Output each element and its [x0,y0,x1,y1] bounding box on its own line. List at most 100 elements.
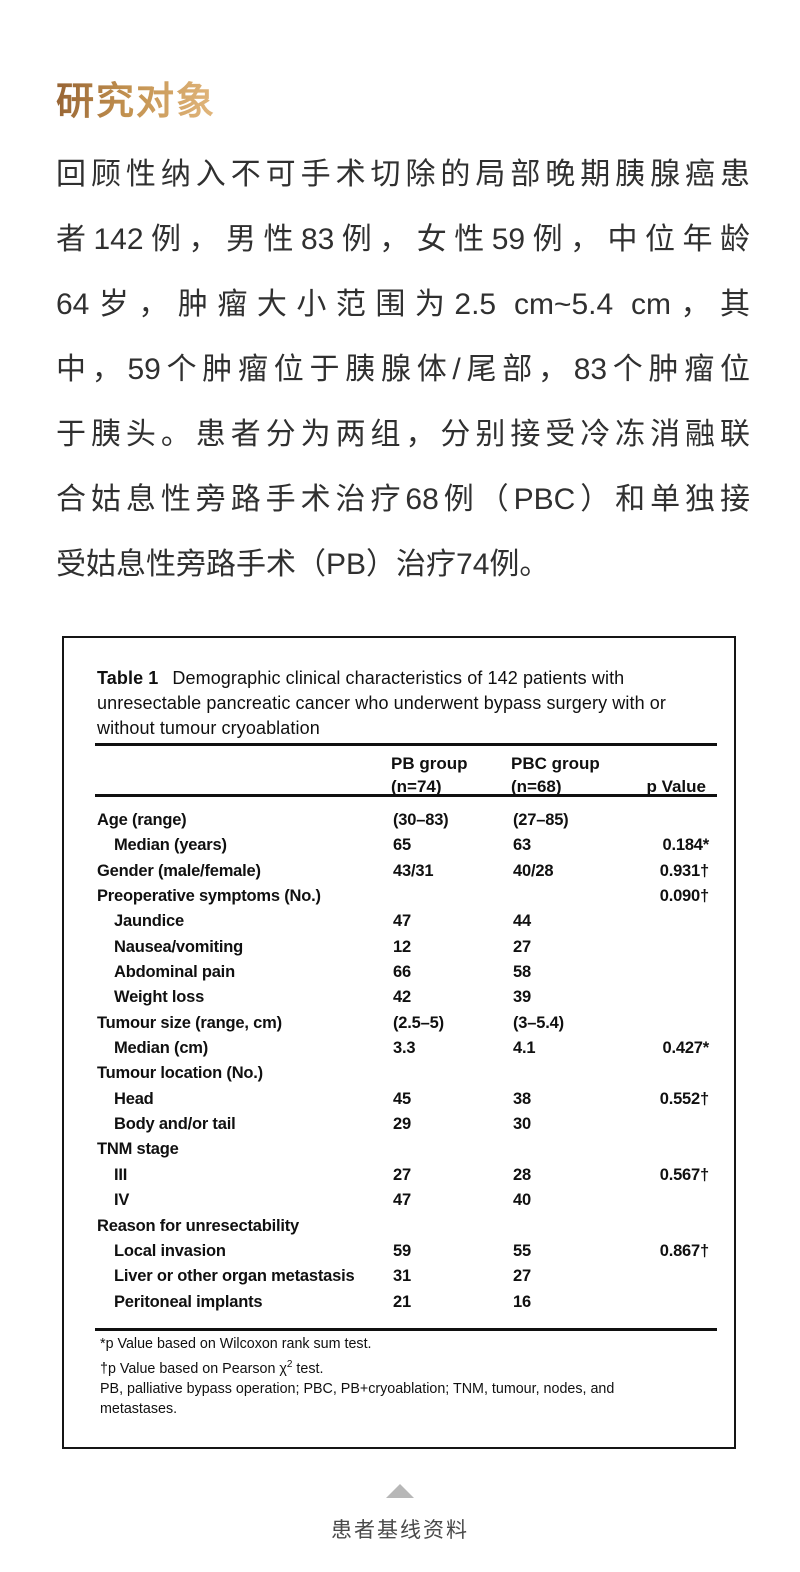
table-top-rule [95,743,717,746]
pbc-value: 44 [513,912,531,931]
p-value: 0.552† [659,1089,709,1108]
p-value: 0.567† [659,1165,709,1184]
table-row: IV 47 40 [97,1188,709,1213]
pb-value: 66 [393,963,411,982]
pbc-value: 27 [513,1267,531,1286]
row-label: Tumour size (range, cm) [97,1013,282,1032]
pbc-value: 30 [513,1115,531,1134]
p-value: 0.867† [659,1241,709,1260]
table-row: Jaundice 47 44 [97,909,709,934]
table-body: Age (range) (30–83) (27–85) Median (year… [97,808,709,1315]
pbc-value: 55 [513,1241,531,1260]
chi-squared-exponent: 2 [286,1358,293,1370]
pbc-value: 63 [513,836,531,855]
row-label: III [114,1165,128,1184]
pb-value [393,1061,513,1086]
table-bottom-rule [95,1328,717,1331]
row-label: Jaundice [114,912,184,931]
pb-value [393,884,513,909]
pb-value: 21 [393,1292,411,1311]
section-collapse-label[interactable]: 患者基线资料 [331,1519,469,1542]
pbc-value: 16 [513,1292,531,1311]
pb-value: 45 [393,1089,411,1108]
p-value [647,985,709,1010]
table-row: Liver or other organ metastasis 31 27 [97,1264,709,1289]
table-caption-text: Demographic clinical characteristics of … [172,668,625,688]
pb-value: (30–83) [393,811,449,829]
pbc-value: 27 [513,937,531,956]
footnote-abbreviations-cont: metastases. [100,1401,178,1418]
pb-value: (2.5–5) [393,1013,444,1032]
footnote-pearson-prefix: †p Value based on Pearson χ [100,1360,287,1377]
pbc-value: 58 [513,963,531,982]
row-label: Peritoneal implants [114,1292,263,1311]
p-value [647,1188,709,1213]
pb-value: 47 [393,1191,411,1210]
table-row: Median (years) 65 63 0.184* [97,833,709,858]
pbc-value: 39 [513,988,531,1007]
pb-value: 43/31 [393,861,434,880]
section-collapse-control[interactable]: 患者基线资料 [0,1484,800,1544]
table-caption-line: without tumour cryoablation [97,718,320,738]
column-header-pbc-line2: (n=68) [511,777,562,796]
row-label: Age (range) [97,811,187,829]
table-row: Abdominal pain 66 58 [97,960,709,985]
row-label: Reason for unresectability [97,1216,300,1235]
pbc-value [513,1061,647,1086]
section-title: 研究对象 [56,70,216,125]
p-value [647,1061,709,1086]
pb-value: 29 [393,1115,411,1134]
p-value: 0.184* [662,836,709,855]
p-value: 0.931† [659,861,709,880]
intro-paragraph: 回顾性纳入不可手术切除的局部晚期胰腺癌患 者142例，男性83例，女性59例，中… [56,142,750,597]
column-header-pb-line1: PB group [391,754,468,773]
paragraph-line: 者142例，男性83例，女性59例，中位年龄 [56,223,750,256]
table-footnotes: *p Value based on Wilcoxon rank sum test… [100,1334,614,1420]
pbc-value: 38 [513,1089,531,1108]
pb-value: 27 [393,1165,411,1184]
row-label: Preoperative symptoms (No.) [97,887,321,906]
row-label: Median (years) [114,836,227,855]
pbc-value [513,1137,647,1162]
pb-value: 65 [393,836,411,855]
table-number-label: Table 1 [97,668,159,688]
table-row: Reason for unresectability [97,1214,709,1239]
p-value [647,1112,709,1137]
table-caption-line: Table 1 Demographic clinical characterist… [97,666,666,691]
p-value: 0.427* [662,1039,709,1058]
table-row: Peritoneal implants 21 16 [97,1290,709,1315]
table-row: Median (cm) 3.3 4.1 0.427* [97,1036,709,1061]
row-label: Liver or other organ metastasis [114,1267,355,1286]
paragraph-line: 回顾性纳入不可手术切除的局部晚期胰腺癌患 [56,158,750,191]
p-value [647,1214,709,1239]
pb-value: 12 [393,937,411,956]
pbc-value: (3–5.4) [513,1013,564,1032]
pb-value: 59 [393,1241,411,1260]
journal-table-figure: Table 1 Demographic clinical characterist… [62,636,736,1449]
table-row: Head 45 38 0.552† [97,1087,709,1112]
row-label: Nausea/vomiting [114,937,244,956]
p-value [647,935,709,960]
row-label: Gender (male/female) [97,861,261,880]
pbc-value [513,1214,647,1239]
pbc-value: 4.1 [513,1039,536,1058]
column-header-pbc-line1: PBC group [511,754,600,773]
paragraph-line: 64岁，肿瘤大小范围为2.5 cm~5.4 cm，其 [56,288,750,321]
table-row: Age (range) (30–83) (27–85) [97,808,709,833]
footnote-abbreviations: PB, palliative bypass operation; PBC, PB… [100,1380,615,1397]
p-value [647,1011,709,1036]
up-triangle-icon[interactable] [386,1484,414,1498]
p-value [647,1290,709,1315]
table-row: TNM stage [97,1137,709,1162]
pb-value [393,1214,513,1239]
pbc-value: 28 [513,1165,531,1184]
row-label: Tumour location (No.) [97,1064,263,1083]
paragraph-line: 受姑息性旁路手术（PB）治疗74例。 [56,548,550,581]
paragraph-line: 于胰头。患者分为两组，分别接受冷冻消融联 [56,418,750,451]
row-label: Head [114,1089,154,1108]
footnote-pearson-suffix: test. [292,1360,324,1377]
row-label: IV [114,1191,130,1210]
table-row: Local invasion 59 55 0.867† [97,1239,709,1264]
p-value [647,909,709,934]
table-caption: Table 1 Demographic clinical characterist… [97,666,666,741]
